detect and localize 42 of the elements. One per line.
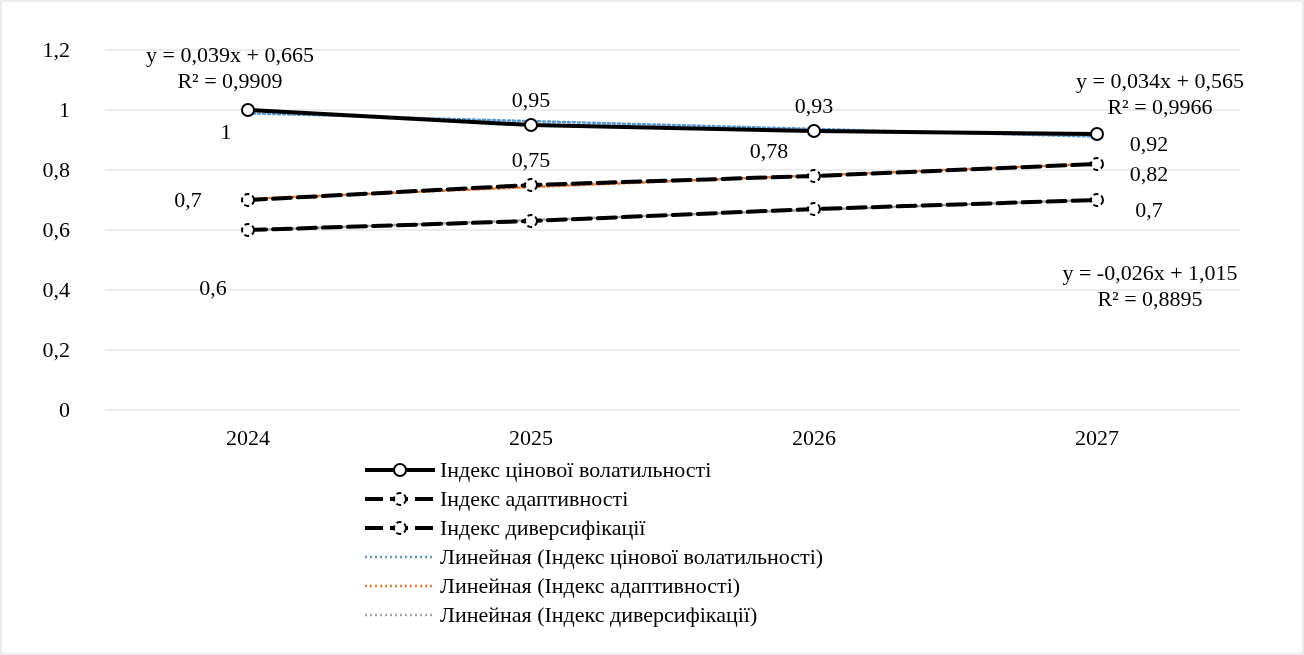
y-tick-label: 0,2: [42, 337, 70, 362]
x-tick-label: 2024: [226, 425, 270, 450]
point: [1090, 157, 1104, 171]
data-label: 0,6: [199, 275, 227, 300]
point: [524, 118, 538, 132]
annotation: y = 0,034x + 0,565 R² = 0,9966: [1076, 68, 1244, 119]
point: [807, 202, 821, 216]
y-tick-label: 1,2: [42, 37, 70, 62]
legend-label: Індекс диверсифікації: [440, 515, 647, 540]
data-label: 1: [220, 119, 232, 144]
x-tick-label: 2027: [1075, 425, 1119, 450]
legend-label: Линейная (Індекс цінової волатильності): [440, 544, 824, 569]
x-tick-label: 2025: [509, 425, 553, 450]
y-tick-label: 0,8: [42, 157, 70, 182]
data-label: 0,92: [1129, 131, 1169, 156]
point: [1090, 127, 1104, 141]
legend-label: Линейная (Індекс адаптивності): [440, 573, 741, 598]
point: [524, 178, 538, 192]
data-label: 0,78: [749, 138, 789, 163]
y-tick-label: 0,4: [42, 277, 70, 302]
y-tick-label: 1: [59, 97, 70, 122]
point: [241, 193, 255, 207]
point: [1090, 193, 1104, 207]
x-tick-label: 2026: [792, 425, 836, 450]
annotation: y = 0,039x + 0,665 R² = 0,9909: [146, 42, 314, 93]
data-label: 0,93: [794, 93, 834, 118]
annotation: y = -0,026x + 1,015 R² = 0,8895: [1062, 260, 1238, 311]
point: [241, 223, 255, 237]
point: [807, 124, 821, 138]
y-tick-label: 0: [59, 397, 70, 422]
data-label: 0,95: [511, 87, 551, 112]
data-label: 0,7: [174, 187, 202, 212]
data-label: 0,75: [511, 147, 551, 172]
point: [524, 214, 538, 228]
legend-label: Індекс цінової волатильності: [440, 457, 712, 482]
y-tick-label: 0,6: [42, 217, 70, 242]
data-label: 0,7: [1135, 197, 1163, 222]
point: [807, 169, 821, 183]
point: [241, 103, 255, 117]
legend-label: Індекс адаптивності: [440, 486, 629, 511]
legend-label: Линейная (Індекс диверсифікації): [440, 602, 758, 627]
data-label: 0,82: [1129, 161, 1169, 186]
